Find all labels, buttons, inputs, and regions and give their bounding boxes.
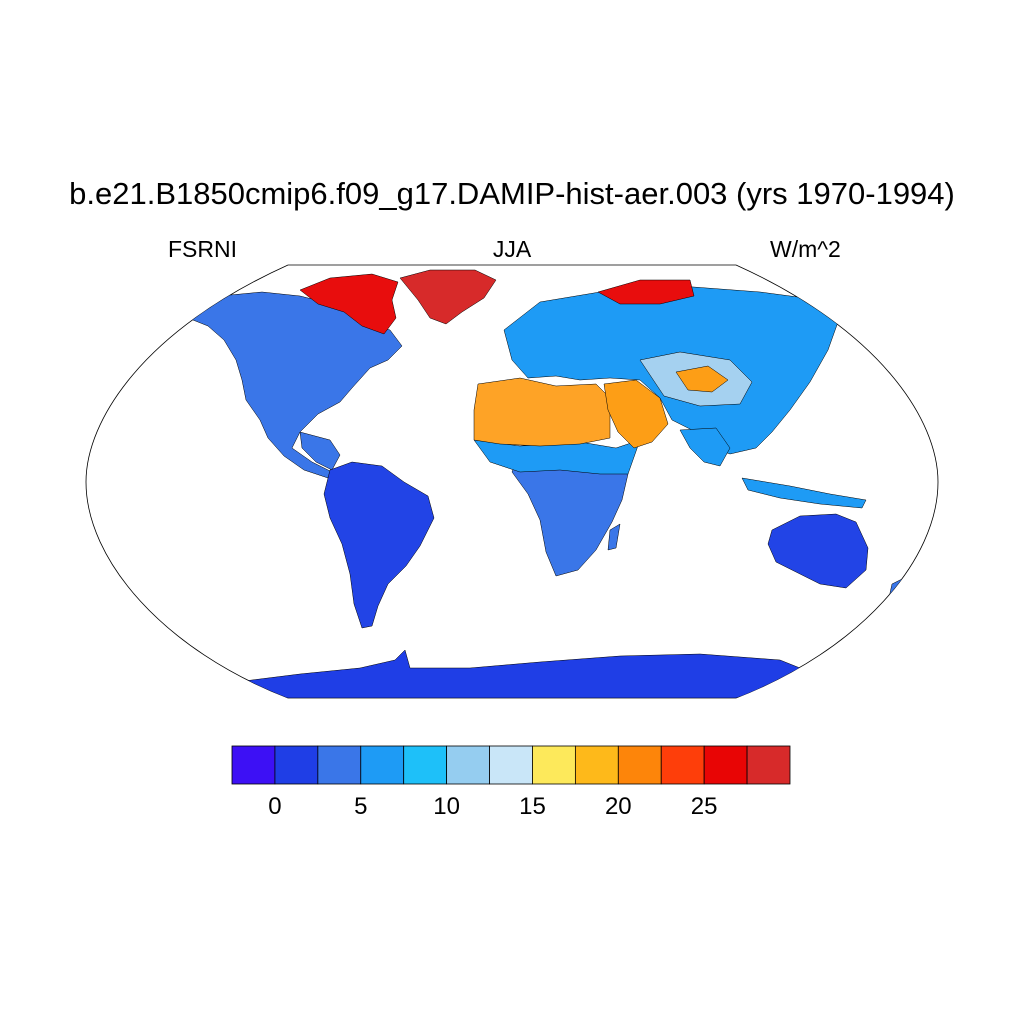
world-map [85, 264, 939, 699]
colorbar-tick-label: 20 [605, 793, 632, 820]
colorbar-tick-label: 25 [691, 793, 718, 820]
colorbar-tick-label: 15 [519, 793, 546, 820]
land-south-america [323, 461, 435, 629]
colorbar-box [660, 745, 705, 785]
land-madagascar [607, 523, 621, 551]
units-label: W/m^2 [770, 236, 841, 262]
land-sahara [473, 377, 611, 447]
colorbar-box [274, 745, 319, 785]
colorbar-box [489, 745, 533, 785]
land-siberian-coast [597, 279, 695, 305]
colorbar-box [360, 745, 405, 785]
variable-label: FSRNI [168, 236, 237, 262]
colorbar-tick-label: 10 [433, 793, 460, 820]
land-australia [767, 513, 869, 589]
season-label: JJA [492, 236, 532, 262]
colorbar-box [231, 745, 276, 785]
map-title: b.e21.B1850cmip6.f09_g17.DAMIP-hist-aer.… [69, 176, 955, 211]
colorbar-box [746, 745, 791, 785]
colorbar-tick-label: 5 [354, 793, 367, 820]
colorbar: 0 5 10 15 20 25 [231, 745, 791, 820]
colorbar-box [617, 745, 662, 785]
land-arabia [603, 379, 669, 449]
colorbar-box [574, 745, 619, 785]
land-antarctica [235, 649, 801, 698]
colorbar-box [446, 745, 490, 785]
colorbar-box [317, 745, 362, 785]
land-south-asia [679, 427, 731, 467]
colorbar-box [403, 745, 448, 785]
land-canadian-arctic [299, 273, 399, 335]
land-central-asia-desert [675, 365, 729, 393]
colorbar-box [703, 745, 748, 785]
land-indonesia [741, 477, 867, 509]
colorbar-box [532, 745, 576, 785]
colorbar-tick-label: 0 [268, 793, 281, 820]
land-greenland [399, 269, 497, 325]
